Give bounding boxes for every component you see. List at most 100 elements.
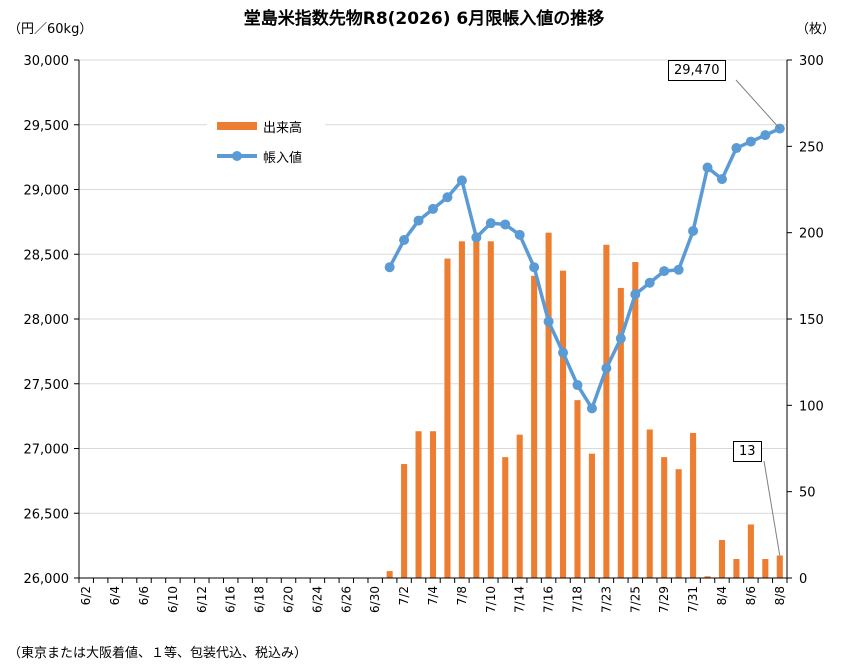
legend-label-volume: 出来高: [263, 120, 303, 136]
x-tick-label: 8/8: [773, 586, 787, 605]
price-point: [688, 225, 699, 236]
price-point: [471, 232, 482, 243]
legend-bar-swatch: [217, 122, 257, 130]
price-point: [558, 347, 569, 358]
x-tick-label: 6/30: [368, 586, 382, 613]
volume-bar: [776, 555, 783, 578]
y-left-tick-label: 28,500: [24, 248, 70, 263]
legend-label-price: 帳入値: [263, 150, 303, 166]
price-point: [485, 218, 496, 229]
volume-bar: [574, 400, 581, 578]
volume-bar: [718, 540, 726, 578]
x-tick-label: 6/10: [166, 586, 180, 613]
price-point: [615, 333, 626, 344]
y-right-tick-label: 300: [799, 54, 824, 69]
x-tick-label: 7/14: [513, 586, 527, 613]
x-tick-label: 7/4: [426, 586, 440, 605]
x-tick-label: 6/12: [195, 586, 209, 613]
volume-bar: [401, 464, 408, 578]
price-callout-leader: [735, 79, 781, 129]
chart-title: 堂島米指数先物R8(2026) 6月限帳入値の推移: [243, 9, 605, 29]
price-point: [673, 264, 684, 275]
volume-bar: [386, 571, 393, 578]
price-point: [760, 130, 771, 141]
x-tick-label: 6/2: [79, 586, 93, 605]
price-point: [428, 203, 438, 214]
x-tick-label: 7/16: [542, 586, 556, 613]
price-point: [413, 215, 424, 226]
volume-bar: [444, 258, 451, 578]
volume-bar: [560, 270, 567, 578]
volume-bar: [415, 431, 422, 578]
volume-bar: [632, 262, 639, 578]
volume-bar: [675, 469, 682, 578]
volume-bar: [545, 232, 552, 578]
y-right-tick-label: 250: [799, 140, 824, 155]
volume-bar: [661, 457, 668, 578]
legend-line-swatch: [217, 151, 257, 161]
volume-callout-leader: [763, 460, 781, 556]
left-axis-unit: （円／60kg）: [8, 22, 93, 37]
price-point: [745, 136, 756, 147]
price-point: [442, 192, 453, 203]
price-point: [644, 277, 655, 288]
x-tick-label: 6/18: [253, 586, 267, 613]
price-point: [456, 175, 467, 186]
x-tick-label: 7/29: [657, 586, 671, 613]
volume-bar: [487, 241, 494, 579]
x-tick-label: 6/24: [310, 586, 324, 613]
x-tick-label: 6/20: [282, 586, 296, 613]
y-left-tick-label: 26,000: [24, 572, 70, 587]
right-axis-unit: （枚）: [796, 22, 836, 37]
x-tick-label: 6/16: [224, 586, 238, 613]
volume-bar: [531, 275, 538, 578]
y-left-tick-label: 29,000: [24, 184, 70, 199]
y-right-tick-label: 0: [799, 572, 807, 587]
price-point: [529, 262, 540, 273]
price-point: [601, 363, 612, 374]
y-left-tick-label: 26,500: [24, 507, 70, 522]
footnote: （東京または大阪着値、１等、包装代込、税込み）: [8, 646, 308, 661]
price-point: [586, 403, 597, 414]
last-price-callout: 29,470: [668, 60, 726, 81]
x-tick-label: 8/6: [744, 586, 758, 605]
last-volume-callout: 13: [733, 441, 762, 462]
volume-bar: [429, 431, 437, 578]
x-tick-label: 6/26: [339, 586, 353, 613]
price-point: [514, 229, 525, 240]
price-point: [716, 174, 727, 185]
y-right-tick-label: 100: [799, 399, 824, 414]
price-point: [702, 162, 713, 173]
volume-bar: [646, 429, 653, 578]
price-point: [384, 262, 395, 273]
x-tick-label: 6/6: [137, 586, 151, 605]
volume-bar: [762, 559, 769, 578]
x-tick-label: 7/10: [484, 586, 498, 613]
legend: 出来高 帳入値: [207, 112, 325, 172]
price-point: [399, 235, 410, 246]
price-point: [731, 143, 742, 154]
x-tick-label: 7/18: [570, 586, 584, 613]
price-point: [572, 380, 583, 391]
price-line: [388, 127, 781, 411]
x-tick-label: 8/4: [715, 586, 729, 605]
x-tick-label: 7/8: [455, 586, 469, 605]
y-left-tick-label: 27,500: [24, 378, 70, 393]
price-point: [630, 289, 641, 300]
x-tick-label: 6/4: [108, 586, 122, 605]
x-tick-label: 7/25: [628, 586, 642, 613]
y-right-tick-label: 50: [799, 486, 816, 501]
volume-bar: [588, 453, 595, 578]
x-tick-label: 7/23: [599, 586, 613, 613]
volume-bar: [502, 457, 509, 578]
volume-bar: [516, 434, 523, 578]
price-point: [500, 219, 511, 230]
legend-item-price: 帳入値: [207, 146, 302, 166]
legend-item-volume: 出来高: [207, 116, 302, 136]
price-point: [543, 316, 554, 327]
volume-bar: [617, 287, 624, 578]
volume-bar: [747, 524, 754, 578]
volume-bar: [473, 241, 480, 579]
volume-bar: [603, 244, 610, 578]
y-left-tick-label: 28,000: [24, 313, 70, 328]
